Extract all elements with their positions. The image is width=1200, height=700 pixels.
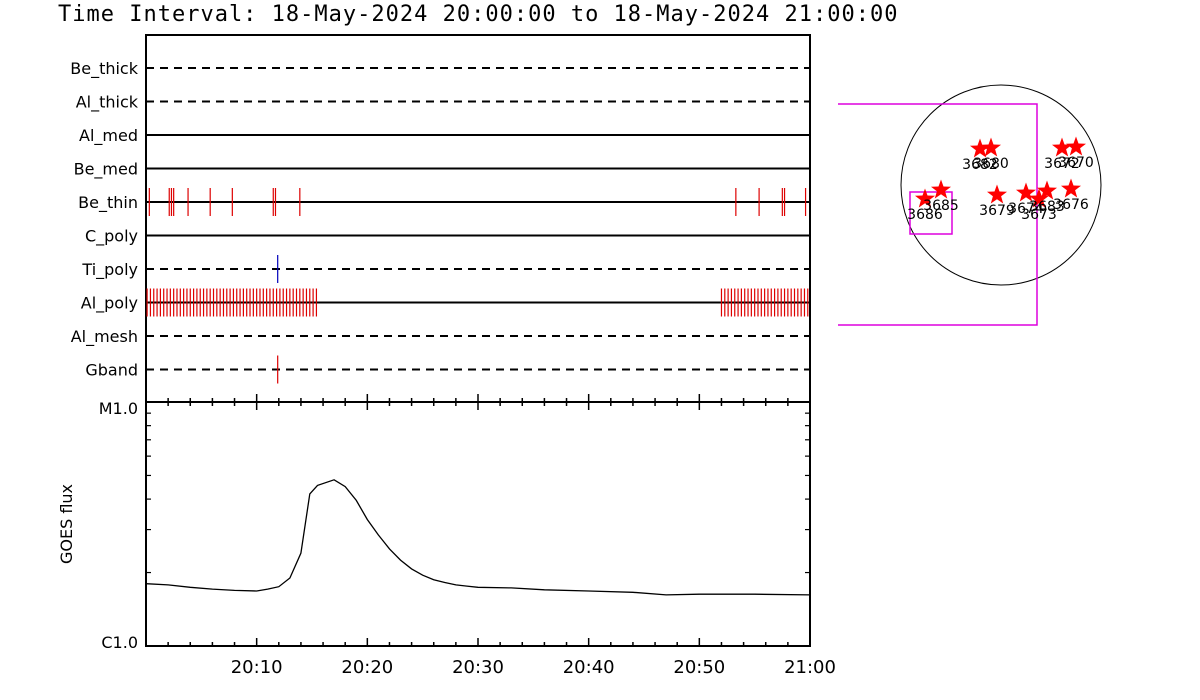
region-star [1037,180,1057,200]
channel-label: Gband [85,361,138,380]
solar-disk-map: 3686368536823680367936743673368336763672… [838,84,1102,326]
region-label: 3683 [1029,199,1065,215]
region-star [987,184,1007,204]
goes-frame [145,401,811,647]
x-tick-label: 21:00 [784,657,836,678]
region-star [970,138,990,158]
fov-box [838,103,1038,326]
channel-label: Be_thin [78,193,138,213]
channel-label: Be_thick [70,59,138,79]
region-label: 3670 [1058,155,1094,171]
channel-label: Al_mesh [71,327,138,347]
region-star [1061,178,1081,198]
y-tick-label-bottom: C1.0 [101,633,138,652]
region-star [1052,137,1072,157]
region-label: 3686 [907,207,943,223]
fov-inset-box [909,191,953,235]
timeline-frame [145,34,811,403]
y-axis-label: GOES flux [57,484,76,564]
x-tick-label: 20:20 [341,657,393,678]
goes-flux-line [145,479,811,596]
channel-label: C_poly [85,227,138,247]
channel-label: Al_med [79,126,138,146]
channel-label: Al_thick [76,93,139,113]
plot-title: Time Interval: 18-May-2024 20:00:00 to 1… [58,2,899,27]
channel-label: Ti_poly [81,260,138,280]
region-label: 3685 [923,198,959,214]
goes-flux-panel: M1.0 C1.0 GOES flux 20:10 20:20 20:30 20:40 20:… [57,399,836,678]
channel-label: Al_poly [81,294,138,314]
region-label: 3673 [1021,207,1057,223]
region-label: 3680 [973,156,1009,172]
x-tick-label: 20:10 [231,657,283,678]
region-label: 3672 [1044,156,1080,172]
region-star [931,179,951,199]
channel-timeline-panel: Be_thick Al_thick Al_med Be_med Be_thin C_pol… [70,34,811,410]
y-tick-label-top: M1.0 [99,399,138,418]
x-tick-label: 20:30 [452,657,504,678]
region-label: 3682 [962,157,998,173]
region-label: 3679 [979,203,1015,219]
solar-limb [900,84,1102,286]
region-star [981,137,1001,157]
region-star [1029,188,1049,208]
region-star [1016,182,1036,202]
region-star [1066,136,1086,156]
channel-label: Be_med [74,160,138,180]
region-star [915,188,935,208]
x-tick-label: 20:40 [563,657,615,678]
x-tick-label: 20:50 [673,657,725,678]
region-label: 3676 [1053,197,1089,213]
